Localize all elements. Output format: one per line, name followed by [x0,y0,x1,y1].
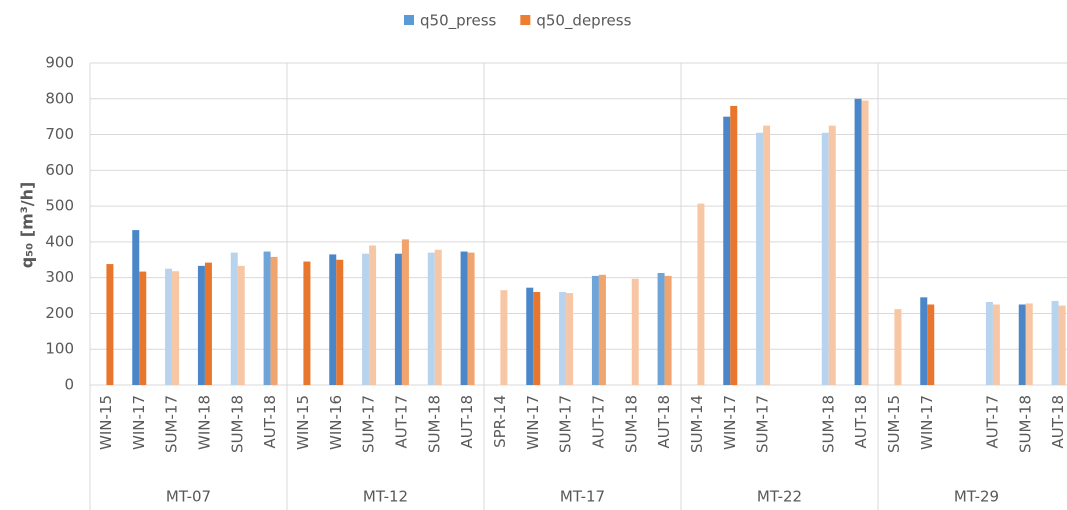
bar [460,251,468,385]
group-label: MT-17 [560,488,605,506]
bar [132,230,140,385]
bar [172,271,180,385]
y-tick-label: 600 [45,161,74,179]
y-tick-label: 700 [45,125,74,143]
bar [1025,303,1033,385]
x-tick-label: AUT-18 [852,395,870,449]
x-tick-label: WIN-15 [97,395,115,450]
x-tick-label: SUM-18 [622,395,640,453]
bar [230,252,238,385]
legend-swatch [404,15,414,25]
bar [303,261,311,385]
y-tick-label: 900 [45,54,74,72]
bar [730,105,738,385]
x-tick-label: WIN-17 [918,395,936,450]
y-tick-label: 100 [45,340,74,358]
y-tick-label: 800 [45,89,74,107]
bar [657,273,665,385]
bar [920,297,928,385]
bar [329,254,337,385]
y-tick-label: 0 [64,376,74,394]
bar [1058,305,1066,385]
bar [336,259,344,385]
legend-label: q50_press [420,12,497,31]
bar [533,291,541,385]
bar [854,98,862,386]
bar [1018,304,1026,385]
x-tick-label: AUT-18 [458,395,476,449]
bar [434,249,442,385]
bar [263,251,271,385]
bar [723,116,731,386]
group-label: MT-07 [166,488,211,506]
x-tick-label: SUM-18 [1016,395,1034,453]
x-tick-label: AUT-18 [261,395,279,449]
x-tick-label: AUT-17 [983,395,1001,449]
bar [106,264,114,385]
x-tick-label: SUM-18 [228,395,246,453]
bar [559,291,567,385]
x-tick-label: AUT-18 [1049,395,1067,449]
legend-swatch [520,15,531,25]
x-tick-label: AUT-17 [589,395,607,449]
x-tick-label: WIN-15 [294,395,312,450]
bar [401,239,409,385]
bar [756,132,764,385]
bar [591,275,599,385]
bar [270,256,278,385]
bar [500,290,508,385]
bar [1051,300,1059,385]
group-label: MT-22 [757,488,802,506]
x-tick-label: SUM-17 [360,395,378,453]
y-axis-title: q₅₀ [m³/h] [18,182,37,269]
x-tick-label: WIN-18 [195,395,213,450]
y-tick-label: 500 [45,197,74,215]
bar [566,293,574,385]
bar [139,271,147,385]
x-tick-label: WIN-17 [524,395,542,450]
bar [763,125,771,385]
y-tick-label: 300 [45,268,74,286]
bar [992,304,1000,385]
x-tick-label: SUM-15 [885,395,903,453]
bar [467,252,475,385]
group-label: MT-12 [363,488,408,506]
y-tick-label: 200 [45,304,74,322]
bar [861,100,869,386]
bar [165,268,173,385]
group-label: MT-29 [954,488,999,506]
x-tick-label: SPR-14 [491,395,509,448]
bar [526,287,534,385]
bar [828,125,836,385]
x-tick-label: SUM-18 [819,395,837,453]
bar [427,252,435,385]
bar [598,274,606,385]
x-tick-label: WIN-17 [130,395,148,450]
legend-label: q50_depress [536,12,631,31]
x-tick-label: SUM-14 [688,395,706,453]
bar [197,265,205,385]
x-tick-label: WIN-16 [327,395,345,450]
x-tick-label: AUT-17 [392,395,410,449]
bar [927,304,935,385]
bar [394,253,402,385]
bar [894,309,902,385]
bar [204,262,212,385]
bar [664,275,672,385]
bar [697,203,705,385]
x-tick-label: AUT-18 [655,395,673,449]
bar [362,253,370,385]
x-tick-label: SUM-18 [425,395,443,453]
x-tick-label: SUM-17 [557,395,575,453]
bar [985,301,993,385]
bar [369,245,377,385]
bar [631,278,639,385]
x-tick-label: SUM-17 [754,395,772,453]
bar [237,265,245,385]
y-tick-label: 400 [45,232,74,250]
bar [821,132,829,385]
x-tick-label: WIN-17 [721,395,739,450]
x-tick-label: SUM-17 [163,395,181,453]
